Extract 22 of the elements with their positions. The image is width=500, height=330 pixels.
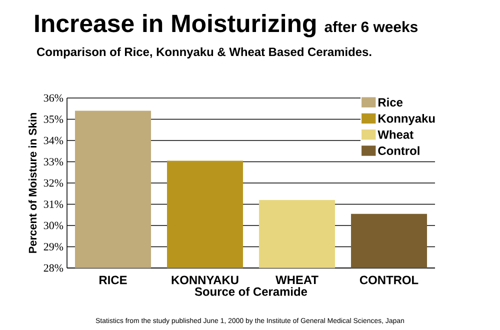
legend-label: Wheat: [378, 130, 414, 139]
legend-label: Rice: [378, 98, 403, 107]
x-tick-label: WHEAT: [276, 276, 318, 284]
y-tick-label: 29%: [44, 243, 64, 250]
x-tick-label: CONTROL: [360, 276, 418, 284]
x-tick-label: RICE: [100, 276, 127, 284]
legend-label: Control: [378, 146, 420, 155]
legend-label: Konnyaku: [378, 114, 435, 126]
text: Comparison of Rice, Konnyaku & Wheat Based Ceramides.: [37, 47, 372, 58]
y-tick-label: 30%: [44, 222, 64, 230]
y-tick-label: 36%: [44, 94, 64, 102]
x-axis-title: Source of Ceramide: [194, 287, 308, 296]
x-tick-label: KONNYAKU: [172, 276, 238, 284]
y-tick-label: 33%: [44, 158, 64, 166]
y-tick-label: 28%: [44, 264, 64, 272]
y-tick-label: 35%: [44, 116, 64, 123]
y-tick-label: 31%: [44, 200, 64, 208]
y-axis-title: Percent of Moisture in Skin: [28, 113, 37, 253]
chart-subtitle: after 6 weeks: [324, 21, 418, 32]
y-tick-label: 34%: [44, 136, 64, 144]
y-tick-label: 32%: [44, 179, 64, 187]
chart-title: Increase in Moisturizing: [35, 14, 316, 38]
